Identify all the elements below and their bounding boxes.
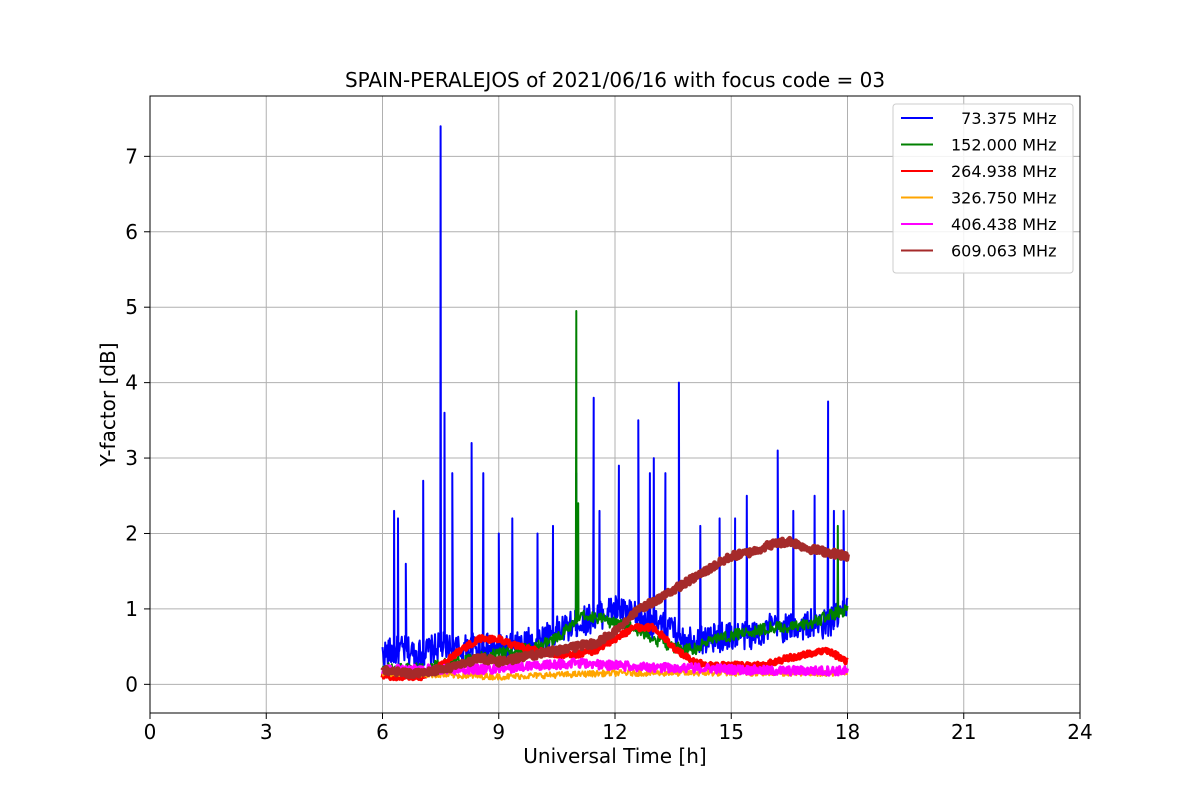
legend-box <box>892 103 1074 274</box>
y-tick-label: 3 <box>125 446 138 470</box>
legend-label: 326.750 MHz <box>951 189 1056 208</box>
legend: 73.375 MHz 152.000 MHz 264.938 MHz 326.750 … <box>892 103 1074 274</box>
y-tick-label: 2 <box>125 521 138 545</box>
series-line <box>380 622 849 682</box>
legend-label: 406.438 MHz <box>951 215 1056 234</box>
x-tick-label: 9 <box>492 720 505 744</box>
y-axis-label: Y-factor [dB] <box>96 342 120 467</box>
y-tick-label: 4 <box>125 371 138 395</box>
legend-label: 73.375 MHz <box>951 109 1056 128</box>
series-line <box>381 125 849 670</box>
x-tick-label: 18 <box>835 720 860 744</box>
x-tick-label: 6 <box>376 720 389 744</box>
y-tick-label: 7 <box>125 144 138 168</box>
chart-title: SPAIN-PERALEJOS of 2021/06/16 with focus… <box>345 68 885 92</box>
x-tick-label: 12 <box>602 720 627 744</box>
x-axis-label: Universal Time [h] <box>523 744 706 768</box>
legend-label: 609.063 MHz <box>951 242 1056 261</box>
x-tick-label: 24 <box>1067 720 1092 744</box>
x-tick-label: 3 <box>260 720 273 744</box>
x-tick-label: 21 <box>951 720 976 744</box>
x-tick-label: 0 <box>144 720 157 744</box>
series-line <box>380 535 850 680</box>
legend-label: 264.938 MHz <box>951 162 1056 181</box>
y-tick-label: 6 <box>125 220 138 244</box>
series-line <box>381 657 849 677</box>
x-tick-label: 15 <box>719 720 744 744</box>
y-tick-label: 0 <box>125 672 138 696</box>
y-tick-label: 5 <box>125 295 138 319</box>
series-layer <box>380 125 850 682</box>
y-tick-label: 1 <box>125 597 138 621</box>
legend-label: 152.000 MHz <box>951 136 1056 155</box>
